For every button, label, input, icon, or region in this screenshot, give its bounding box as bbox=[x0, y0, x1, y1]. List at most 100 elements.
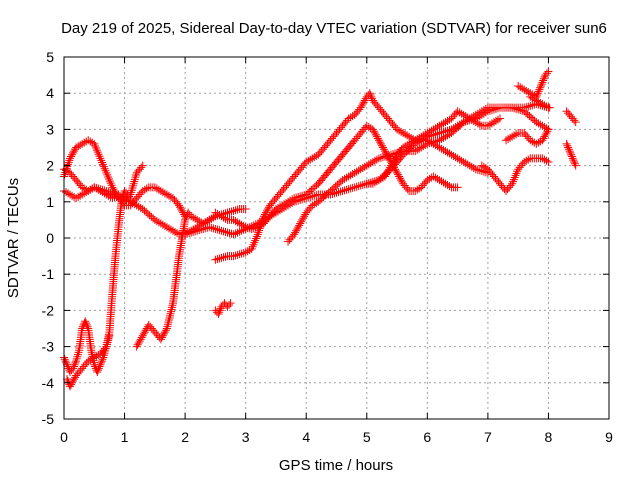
data-point bbox=[103, 170, 112, 179]
data-point bbox=[358, 100, 367, 109]
data-point bbox=[308, 192, 317, 201]
data-point bbox=[95, 362, 104, 371]
data-point bbox=[64, 158, 73, 167]
data-point bbox=[360, 96, 369, 105]
data-point bbox=[489, 118, 498, 127]
data-point bbox=[73, 350, 82, 359]
data-point bbox=[162, 223, 171, 232]
data-point bbox=[137, 333, 146, 342]
data-point bbox=[435, 121, 444, 130]
data-point bbox=[381, 170, 390, 179]
data-point bbox=[225, 208, 234, 217]
data-point bbox=[241, 224, 250, 233]
data-point bbox=[275, 206, 284, 215]
data-point bbox=[187, 228, 196, 237]
series-3 bbox=[60, 317, 114, 376]
y-tick-label: 3 bbox=[46, 121, 54, 137]
data-point bbox=[181, 215, 190, 224]
data-point bbox=[209, 224, 218, 233]
data-point bbox=[510, 173, 519, 182]
data-point bbox=[74, 348, 83, 357]
data-point bbox=[178, 206, 187, 215]
data-point bbox=[336, 187, 345, 196]
data-point bbox=[308, 201, 317, 210]
data-point bbox=[84, 357, 93, 366]
data-point bbox=[567, 150, 576, 159]
data-point bbox=[368, 94, 377, 103]
data-point bbox=[461, 159, 470, 168]
data-point bbox=[374, 136, 383, 145]
data-point bbox=[380, 152, 389, 161]
series-6 bbox=[211, 299, 235, 319]
data-point bbox=[302, 194, 311, 203]
data-point bbox=[217, 253, 226, 262]
data-point bbox=[368, 179, 377, 188]
data-point bbox=[98, 158, 107, 167]
data-point bbox=[310, 153, 319, 162]
data-point bbox=[294, 223, 303, 232]
data-point bbox=[477, 161, 486, 170]
data-point bbox=[294, 196, 303, 205]
x-tick-label: 7 bbox=[484, 429, 492, 445]
series-4 bbox=[63, 186, 135, 391]
data-point bbox=[509, 175, 518, 184]
data-point bbox=[469, 116, 478, 125]
data-point bbox=[568, 154, 577, 163]
data-point bbox=[88, 354, 97, 363]
data-point bbox=[463, 160, 472, 169]
data-point bbox=[66, 190, 75, 199]
data-point bbox=[134, 338, 143, 347]
y-tick-label: -2 bbox=[42, 302, 55, 318]
data-point bbox=[536, 81, 545, 90]
data-point bbox=[201, 224, 210, 233]
data-point bbox=[457, 156, 466, 165]
data-point bbox=[445, 149, 454, 158]
data-point bbox=[465, 114, 474, 123]
data-point bbox=[229, 215, 238, 224]
data-point bbox=[136, 335, 145, 344]
data-point bbox=[126, 194, 135, 203]
data-point bbox=[306, 155, 315, 164]
data-point bbox=[252, 234, 261, 243]
data-point bbox=[425, 127, 434, 136]
data-point bbox=[526, 136, 535, 145]
data-point bbox=[383, 167, 392, 176]
data-point bbox=[160, 221, 169, 230]
data-point bbox=[544, 67, 553, 76]
data-point bbox=[350, 183, 359, 192]
data-point bbox=[481, 108, 490, 117]
data-point bbox=[415, 133, 424, 142]
data-point bbox=[86, 355, 95, 364]
data-point bbox=[354, 166, 363, 175]
data-point bbox=[429, 125, 438, 134]
data-point bbox=[538, 78, 547, 87]
data-point bbox=[508, 177, 517, 186]
data-point bbox=[302, 157, 311, 166]
chart-title: Day 219 of 2025, Sidereal Day-to-day VTE… bbox=[61, 20, 607, 37]
data-point bbox=[156, 219, 165, 228]
data-point bbox=[66, 154, 75, 163]
axis-ticks: 0 1 2 3 4 5 6 7 8 9 -5 -4 -3 -2 -1 0 1 2 3 4 5 bbox=[42, 49, 614, 445]
data-point bbox=[570, 157, 579, 166]
data-point bbox=[78, 183, 87, 192]
series-17 bbox=[562, 107, 580, 127]
data-point bbox=[292, 197, 301, 206]
data-point bbox=[217, 226, 226, 235]
data-point bbox=[356, 103, 365, 112]
data-point bbox=[370, 156, 379, 165]
data-point bbox=[491, 116, 500, 125]
data-point bbox=[377, 141, 386, 150]
data-point bbox=[496, 114, 504, 123]
data-point bbox=[413, 135, 422, 144]
data-point bbox=[425, 174, 434, 183]
data-point bbox=[108, 194, 117, 203]
data-point bbox=[141, 326, 150, 335]
data-point bbox=[166, 307, 175, 316]
data-point bbox=[211, 255, 220, 264]
data-point bbox=[257, 217, 266, 226]
data-point bbox=[401, 142, 410, 151]
data-point bbox=[443, 126, 452, 135]
data-point bbox=[459, 157, 468, 166]
data-point bbox=[378, 153, 387, 162]
data-point bbox=[443, 116, 452, 125]
